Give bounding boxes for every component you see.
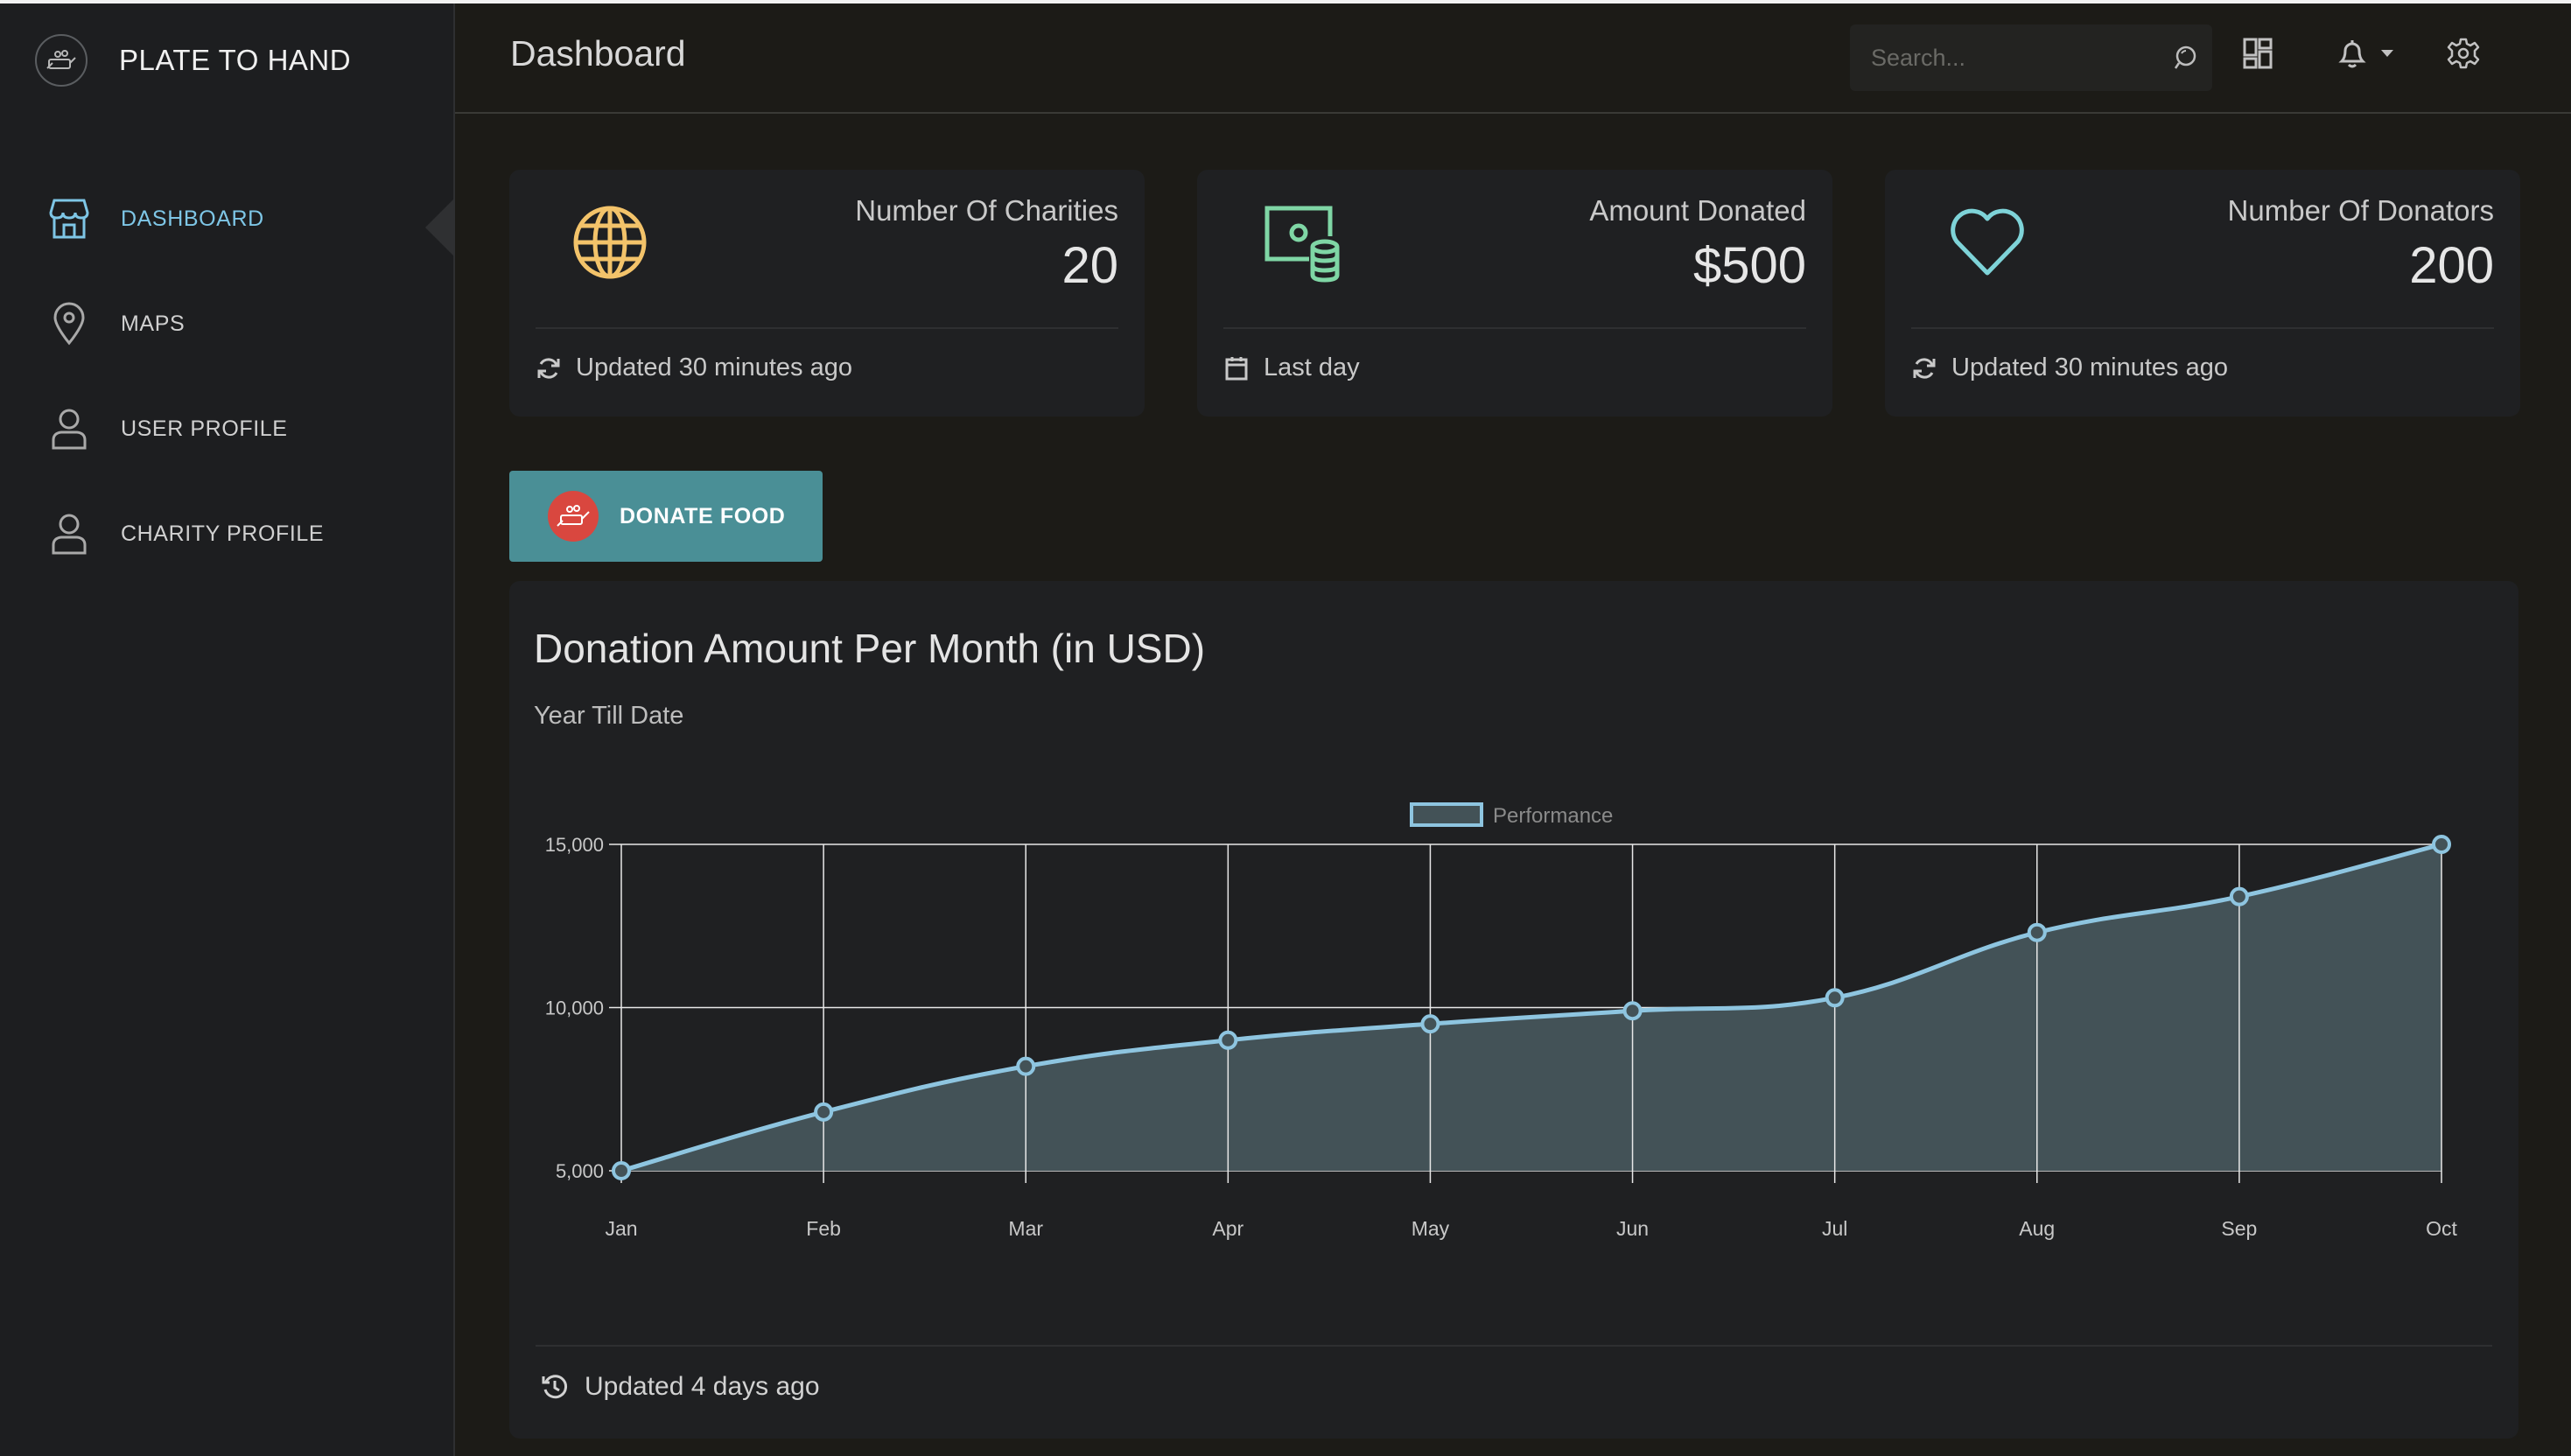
sidebar-item-label: CHARITY PROFILE — [121, 521, 325, 546]
layout-grid-icon[interactable] — [2242, 37, 2273, 70]
food-donation-icon — [548, 491, 599, 542]
data-point — [2432, 835, 2451, 854]
y-tick-label: 10,000 — [545, 998, 604, 1019]
heart-icon — [1948, 205, 2027, 283]
data-point — [814, 1102, 834, 1122]
legend-swatch — [1410, 802, 1483, 827]
stat-card-donators: Number Of Donators 200 Updated 30 minute… — [1885, 170, 2520, 416]
stat-card-charities: Number Of Charities 20 Updated 30 minute… — [509, 170, 1145, 416]
data-point — [1420, 1014, 1440, 1034]
x-tick-label: Jul — [1822, 1217, 1847, 1240]
sidebar-item-label: USER PROFILE — [121, 416, 288, 441]
card-footer: Last day — [1223, 354, 1360, 382]
chevron-down-icon[interactable] — [2380, 49, 2394, 58]
sidebar-item-maps[interactable]: MAPS — [0, 271, 453, 376]
data-point — [1016, 1056, 1036, 1076]
brand[interactable]: PLATE TO HAND — [35, 30, 351, 91]
globe-icon — [572, 205, 648, 284]
sidebar-item-user-profile[interactable]: USER PROFILE — [0, 376, 453, 481]
x-tick-label: Sep — [2221, 1217, 2257, 1240]
card-label: Number Of Charities — [855, 194, 1118, 227]
map-pin-icon — [49, 302, 89, 346]
active-indicator — [425, 198, 455, 257]
x-tick-label: Jan — [605, 1217, 637, 1240]
x-tick-label: Jun — [1616, 1217, 1649, 1240]
data-point — [1218, 1030, 1238, 1050]
chart-panel: Donation Amount Per Month (in USD) Year … — [509, 581, 2518, 1438]
stat-card-amount-donated: Amount Donated $500 Last day — [1197, 170, 1832, 416]
sidebar-item-label: DASHBOARD — [121, 206, 264, 231]
donate-food-label: DONATE FOOD — [620, 503, 786, 528]
card-value: 200 — [2409, 237, 2494, 294]
x-tick-label: Aug — [2019, 1217, 2055, 1240]
sidebar-item-label: MAPS — [121, 311, 186, 336]
card-divider — [1223, 327, 1806, 329]
page-title: Dashboard — [510, 33, 686, 74]
series-area — [621, 844, 2441, 1171]
sidebar-item-dashboard[interactable]: DASHBOARD — [0, 166, 455, 271]
card-divider — [536, 327, 1118, 329]
x-tick-label: Apr — [1212, 1217, 1243, 1240]
card-footer: Updated 30 minutes ago — [1911, 354, 2228, 382]
window-top-border — [0, 0, 2571, 4]
data-point — [1622, 1001, 1643, 1021]
series-line — [620, 842, 2442, 1173]
x-tick-label: Feb — [806, 1217, 841, 1240]
data-point — [2027, 922, 2047, 942]
search-box[interactable] — [1850, 24, 2212, 91]
refresh-icon[interactable] — [536, 355, 562, 382]
calendar-icon — [1223, 355, 1250, 382]
chart-title: Donation Amount Per Month (in USD) — [534, 626, 1206, 671]
donation-line-chart: Performance 5,000 10,000 15,000 Jan Feb Mar Apr… — [545, 802, 2457, 1240]
donate-food-button[interactable]: DONATE FOOD — [509, 471, 823, 562]
search-icon[interactable] — [2172, 44, 2200, 72]
x-tick-label: Mar — [1008, 1217, 1043, 1240]
x-tick-label: May — [1412, 1217, 1450, 1240]
card-footer-text: Updated 30 minutes ago — [576, 354, 852, 382]
search-input[interactable] — [1869, 43, 2161, 73]
y-tick-label: 5,000 — [556, 1160, 604, 1182]
card-footer-text: Updated 30 minutes ago — [1951, 354, 2228, 382]
card-value: $500 — [1692, 237, 1806, 294]
store-icon — [49, 197, 89, 241]
gear-icon[interactable] — [2447, 37, 2480, 70]
sidebar-item-charity-profile[interactable]: CHARITY PROFILE — [0, 481, 453, 586]
data-point — [612, 1161, 631, 1180]
data-point — [1825, 988, 1845, 1008]
bell-icon[interactable] — [2335, 37, 2370, 70]
card-footer: Updated 30 minutes ago — [536, 354, 852, 382]
data-point — [2229, 886, 2249, 906]
chart-divider — [536, 1345, 2492, 1347]
card-footer-text: Last day — [1264, 354, 1360, 382]
user-icon — [49, 512, 89, 556]
brand-name: PLATE TO HAND — [119, 44, 352, 76]
sidebar: PLATE TO HAND DASHBOARD MAPS — [0, 4, 455, 1456]
card-divider — [1911, 327, 2494, 329]
x-tick-label: Oct — [2426, 1217, 2457, 1240]
logo-icon — [35, 34, 88, 87]
sidebar-nav: DASHBOARD MAPS USER PROFILE — [0, 166, 455, 586]
user-icon — [49, 407, 89, 451]
chart-subtitle: Year Till Date — [534, 702, 684, 730]
top-header: Dashboard — [455, 4, 2571, 114]
refresh-icon[interactable] — [1911, 355, 1937, 382]
card-label: Number Of Donators — [2227, 194, 2494, 227]
y-tick-label: 15,000 — [545, 834, 604, 856]
money-coins-icon — [1264, 205, 1342, 288]
history-icon — [541, 1373, 569, 1401]
card-label: Amount Donated — [1589, 194, 1806, 227]
card-value: 20 — [1061, 237, 1118, 294]
legend-label: Performance — [1493, 804, 1613, 828]
chart-footer: Updated 4 days ago — [541, 1372, 820, 1402]
chart-footer-text: Updated 4 days ago — [585, 1372, 820, 1401]
